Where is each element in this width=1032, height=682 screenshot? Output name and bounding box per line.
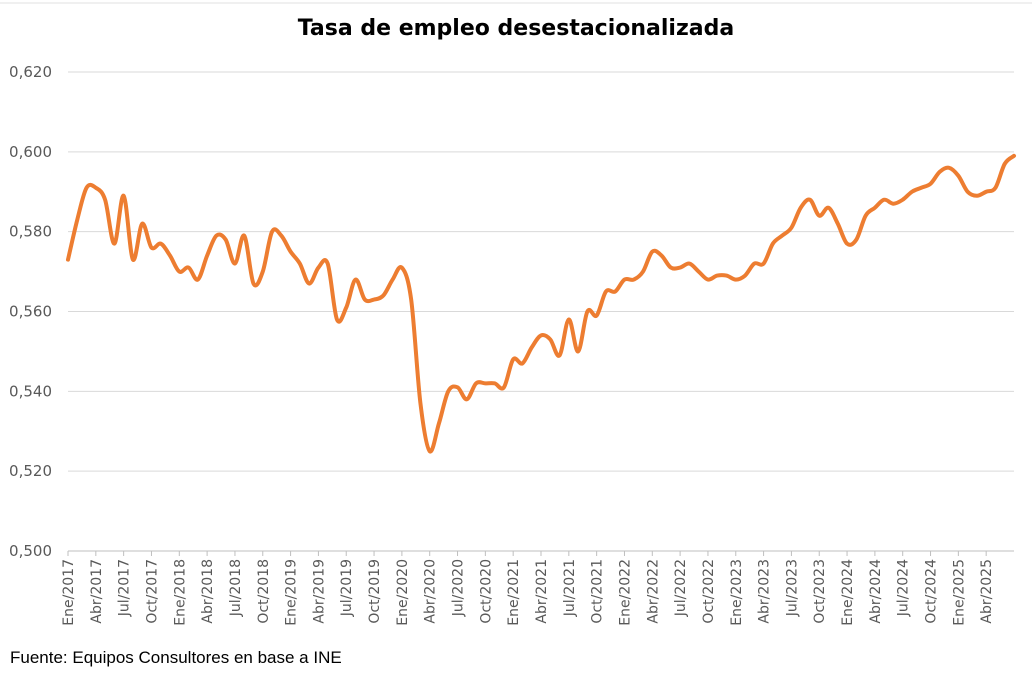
x-tick-label: Ene/2022	[617, 559, 633, 626]
x-tick-label: Oct/2018	[256, 559, 272, 624]
x-tick-label: Oct/2019	[367, 559, 383, 624]
x-tick-label: Jul/2023	[784, 559, 800, 617]
x-tick-label: Abr/2022	[645, 559, 661, 624]
x-tick-label: Ene/2018	[172, 559, 188, 626]
y-axis-ticks: 0,500 0,520 0,540 0,560 0,580 0,600 0,620	[9, 63, 52, 560]
x-tick-label: Ene/2025	[951, 559, 967, 626]
x-tick-label: Abr/2024	[868, 559, 884, 624]
x-tick-label: Oct/2020	[478, 559, 494, 624]
source-note: Fuente: Equipos Consultores en base a IN…	[10, 648, 342, 667]
x-tick-label: Jul/2017	[117, 559, 133, 617]
x-tick-label: Oct/2023	[812, 559, 828, 624]
x-tick-label: Jul/2019	[339, 559, 355, 617]
x-tick-label: Abr/2021	[534, 559, 550, 624]
x-tick-label: Jul/2024	[896, 559, 912, 617]
y-tick-label: 0,580	[9, 223, 52, 241]
x-tick-label: Abr/2017	[89, 559, 105, 624]
x-tick-label: Ene/2020	[395, 559, 411, 626]
x-tick-label: Jul/2022	[673, 559, 689, 617]
y-tick-label: 0,560	[9, 303, 52, 321]
y-tick-label: 0,520	[9, 462, 52, 480]
x-tick-label: Ene/2023	[729, 559, 745, 626]
y-tick-label: 0,600	[9, 143, 52, 161]
x-tick-label: Ene/2021	[506, 559, 522, 626]
x-tick-label: Oct/2022	[701, 559, 717, 624]
x-tick-label: Abr/2025	[979, 559, 995, 624]
x-tick-label: Jul/2020	[451, 559, 467, 617]
y-tick-label: 0,620	[9, 63, 52, 81]
x-tick-label: Abr/2018	[200, 559, 216, 624]
series-line-employment-rate	[66, 153, 1016, 454]
x-tick-label: Ene/2019	[284, 559, 300, 626]
x-tick-label: Ene/2017	[61, 559, 77, 626]
x-tick-label: Jul/2021	[562, 559, 578, 617]
x-tick-label: Oct/2021	[590, 559, 606, 624]
x-tick-label: Abr/2020	[423, 559, 439, 624]
x-tick-label: Oct/2017	[144, 559, 160, 624]
y-tick-label: 0,500	[9, 542, 52, 560]
x-tick-label: Abr/2023	[757, 559, 773, 624]
y-tick-label: 0,540	[9, 382, 52, 400]
x-tick-label: Ene/2024	[840, 559, 856, 626]
x-tick-label: Jul/2018	[228, 559, 244, 617]
chart-title: Tasa de empleo desestacionalizada	[298, 16, 734, 41]
x-tick-label: Abr/2019	[311, 559, 327, 624]
gridlines	[68, 71, 1014, 552]
x-axis-ticks: Ene/2017 Abr/2017 Jul/2017 Oct/2017 Ene/2018…	[61, 551, 995, 626]
x-tick-label: Oct/2024	[924, 559, 940, 624]
